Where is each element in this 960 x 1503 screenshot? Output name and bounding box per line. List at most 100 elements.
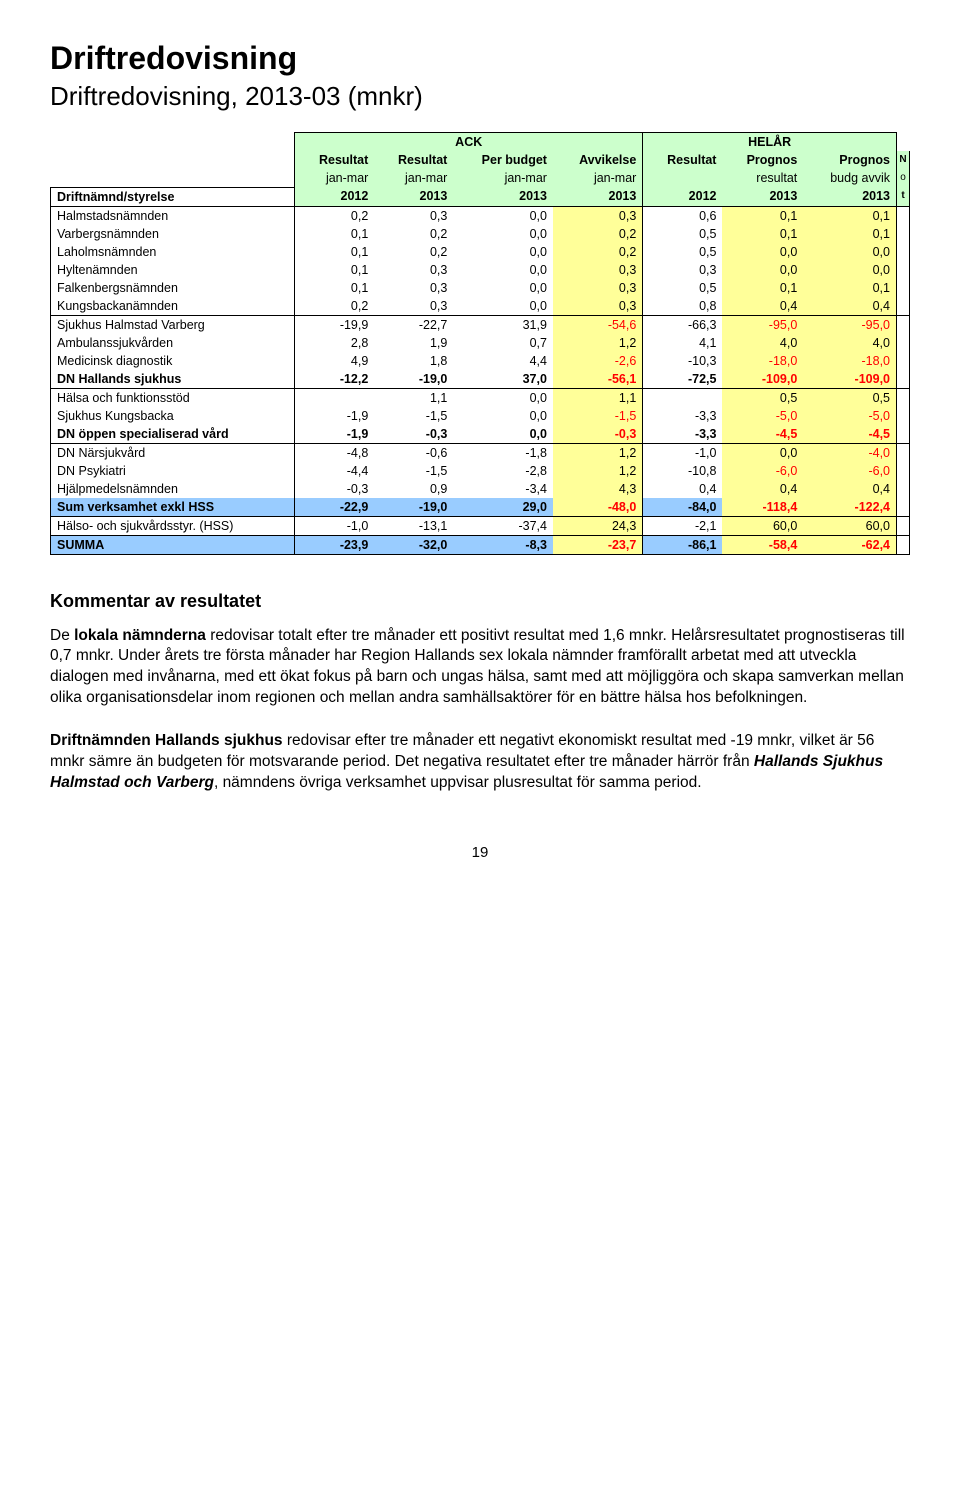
table-row: Hyltenämnden0,10,30,00,30,30,00,0	[51, 261, 910, 279]
table-row: Sjukhus Kungsbacka-1,9-1,50,0-1,5-3,3-5,…	[51, 407, 910, 425]
drift-table: ACK HELÅR ResultatResultatPer budgetAvvi…	[50, 132, 910, 555]
cell: 0,1	[722, 225, 803, 243]
row-label: Kungsbackanämnden	[51, 297, 295, 316]
cell: 0,7	[453, 334, 553, 352]
row-label: Hälso- och sjukvårdsstyr. (HSS)	[51, 516, 295, 535]
col-header: 2013	[722, 187, 803, 206]
cell: -19,0	[374, 370, 453, 389]
cell: -54,6	[553, 315, 643, 334]
table-row: Kungsbackanämnden0,20,30,00,30,80,40,4	[51, 297, 910, 316]
cell: 0,5	[643, 279, 723, 297]
cell: -1,9	[295, 407, 375, 425]
cell: 1,2	[553, 443, 643, 462]
col-header: 2013	[374, 187, 453, 206]
cell: 0,0	[453, 388, 553, 407]
col-header: budg avvik	[803, 169, 896, 187]
cell: 0,3	[374, 297, 453, 316]
cell: 0,8	[643, 297, 723, 316]
cell: 1,2	[553, 462, 643, 480]
not-cell	[897, 516, 910, 535]
table-row: DN Hallands sjukhus-12,2-19,037,0-56,1-7…	[51, 370, 910, 389]
cell: -4,5	[803, 425, 896, 444]
cell: 1,8	[374, 352, 453, 370]
col-header: Resultat	[374, 151, 453, 169]
table-row: Hjälpmedelsnämnden-0,30,9-3,44,30,40,40,…	[51, 480, 910, 498]
row-label: DN Närsjukvård	[51, 443, 295, 462]
row-label: Hyltenämnden	[51, 261, 295, 279]
cell: 0,0	[722, 243, 803, 261]
table-row: Varbergsnämnden0,10,20,00,20,50,10,1	[51, 225, 910, 243]
cell: 4,9	[295, 352, 375, 370]
col-header: 2013	[803, 187, 896, 206]
cell: 1,2	[553, 334, 643, 352]
cell: 0,5	[643, 225, 723, 243]
col-header: 2012	[643, 187, 723, 206]
col-header: 2013	[553, 187, 643, 206]
cell: -118,4	[722, 498, 803, 517]
not-cell	[897, 243, 910, 261]
cell: 0,0	[453, 425, 553, 444]
row-label: Hjälpmedelsnämnden	[51, 480, 295, 498]
col-header: resultat	[722, 169, 803, 187]
table-row: SUMMA-23,9-32,0-8,3-23,7-86,1-58,4-62,4	[51, 535, 910, 554]
row-label: DN öppen specialiserad vård	[51, 425, 295, 444]
cell: -1,0	[643, 443, 723, 462]
col-header: jan-mar	[374, 169, 453, 187]
cell: 1,9	[374, 334, 453, 352]
cell: 4,1	[643, 334, 723, 352]
ack-label: ACK	[295, 133, 643, 152]
table-row: DN Psykiatri-4,4-1,5-2,81,2-10,8-6,0-6,0	[51, 462, 910, 480]
cell: -0,3	[374, 425, 453, 444]
cell: -10,3	[643, 352, 723, 370]
cell: -4,8	[295, 443, 375, 462]
cell: 0,2	[553, 225, 643, 243]
table-row: Laholmsnämnden0,10,20,00,20,50,00,0	[51, 243, 910, 261]
cell	[643, 388, 723, 407]
col-header: 2013	[453, 187, 553, 206]
cell: 0,1	[295, 225, 375, 243]
cell: 0,1	[295, 261, 375, 279]
cell: 60,0	[722, 516, 803, 535]
cell: -19,9	[295, 315, 375, 334]
cell: -62,4	[803, 535, 896, 554]
cell: 0,3	[374, 261, 453, 279]
cell: -3,3	[643, 425, 723, 444]
cell: -66,3	[643, 315, 723, 334]
row-label: Hälsa och funktionsstöd	[51, 388, 295, 407]
cell: 0,0	[453, 206, 553, 225]
cell: 0,4	[803, 480, 896, 498]
cell: 0,0	[803, 243, 896, 261]
cell	[295, 388, 375, 407]
cell: -5,0	[722, 407, 803, 425]
table-row: Ambulanssjukvården2,81,90,71,24,14,04,0	[51, 334, 910, 352]
cell: 0,4	[722, 297, 803, 316]
cell: 0,2	[295, 206, 375, 225]
table-row: DN Närsjukvård-4,8-0,6-1,81,2-1,00,0-4,0	[51, 443, 910, 462]
not-header: o	[897, 169, 910, 187]
not-header: N	[897, 151, 910, 169]
cell: -0,3	[553, 425, 643, 444]
cell: 0,3	[553, 261, 643, 279]
col-header: Per budget	[453, 151, 553, 169]
col-header: jan-mar	[295, 169, 375, 187]
comment-heading: Kommentar av resultatet	[50, 591, 910, 612]
cell: 0,0	[453, 225, 553, 243]
col-header: jan-mar	[453, 169, 553, 187]
cell: -19,0	[374, 498, 453, 517]
cell: -2,8	[453, 462, 553, 480]
cell: -86,1	[643, 535, 723, 554]
cell: -22,7	[374, 315, 453, 334]
cell: -48,0	[553, 498, 643, 517]
cell: -56,1	[553, 370, 643, 389]
cell: -109,0	[803, 370, 896, 389]
cell: -8,3	[453, 535, 553, 554]
cell: -18,0	[722, 352, 803, 370]
cell: -1,5	[374, 407, 453, 425]
cell: 0,0	[453, 243, 553, 261]
cell: 1,1	[374, 388, 453, 407]
cell: -2,1	[643, 516, 723, 535]
not-cell	[897, 462, 910, 480]
cell: -1,8	[453, 443, 553, 462]
table-row: DN öppen specialiserad vård-1,9-0,30,0-0…	[51, 425, 910, 444]
cell: -1,0	[295, 516, 375, 535]
